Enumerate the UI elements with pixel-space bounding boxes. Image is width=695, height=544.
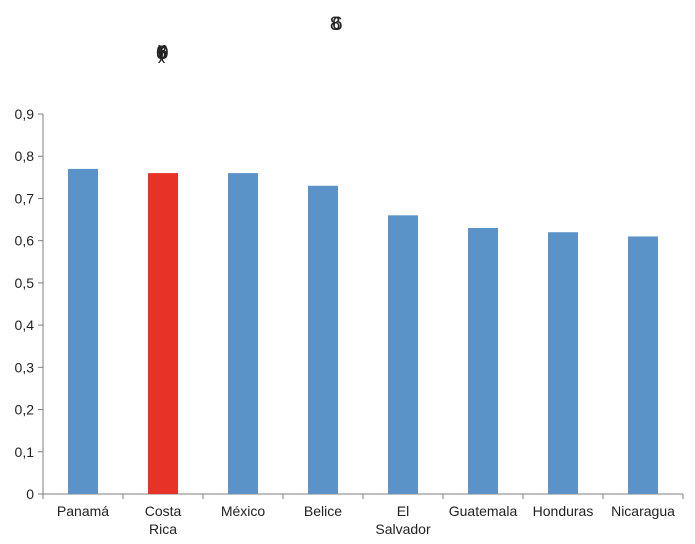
x-axis-category-line: México [221, 503, 266, 519]
x-axis-category-line: Guatemala [449, 503, 518, 519]
x-axis-category-line: Salvador [375, 521, 431, 537]
x-axis-category-line: El [397, 503, 409, 519]
x-axis-category-label: Honduras [533, 503, 594, 519]
bar-belice [308, 185, 338, 494]
bar-honduras [548, 232, 578, 494]
x-axis-category-label: El Salvador [375, 503, 431, 537]
bar-el-salvador [388, 215, 418, 495]
x-axis-category-label: Panamá [57, 503, 109, 519]
x-axis-category-label: Nicaragua [611, 503, 675, 519]
x-axis-category-label: México [221, 503, 266, 519]
y-axis-tick-label: 0,7 [15, 190, 35, 206]
bar-panama [68, 168, 98, 494]
x-axis-category-label: Guatemala [449, 503, 518, 519]
chart-title-overlap: 6.8 [330, 17, 342, 30]
x-axis-category-line: Belice [304, 503, 342, 519]
y-axis-tick-label: 0,9 [15, 106, 35, 122]
x-axis-category-label: Costa Rica [145, 503, 182, 537]
y-axis-tick-label: 0 [26, 486, 34, 502]
bars-group [68, 168, 658, 495]
bar-costa-rica [148, 173, 178, 494]
category-labels: Panamá Costa Rica México Belice El Salvador Gua… [57, 503, 675, 537]
x-axis-category-line: Panamá [57, 503, 109, 519]
bar-guatemala [468, 228, 498, 494]
y-axis: 0 0,1 0,2 0,3 0,4 0,5 0,6 0,7 0,8 0,9 [15, 106, 44, 502]
x-axis-category-line: Costa [145, 503, 182, 519]
x-axis [42, 493, 684, 499]
y-axis-tick-label: 0,6 [15, 233, 35, 249]
y-axis-tick-label: 0,4 [15, 317, 35, 333]
bar-nicaragua [628, 236, 658, 494]
y-axis-tick-label: 0,2 [15, 402, 35, 418]
bar-mexico [228, 173, 258, 494]
y-axis-tick-label: 0,8 [15, 148, 35, 164]
y-axis-tick-label: 0,3 [15, 359, 35, 375]
chart-subtitle-overlap: 0.65(3) [156, 46, 168, 63]
y-axis-tick-label: 0,1 [15, 444, 35, 460]
x-axis-category-line: Nicaragua [611, 503, 675, 519]
y-axis-tick-label: 0,5 [15, 275, 35, 291]
x-axis-category-line: Rica [149, 521, 177, 537]
x-axis-category-line: Honduras [533, 503, 594, 519]
x-axis-category-label: Belice [304, 503, 342, 519]
